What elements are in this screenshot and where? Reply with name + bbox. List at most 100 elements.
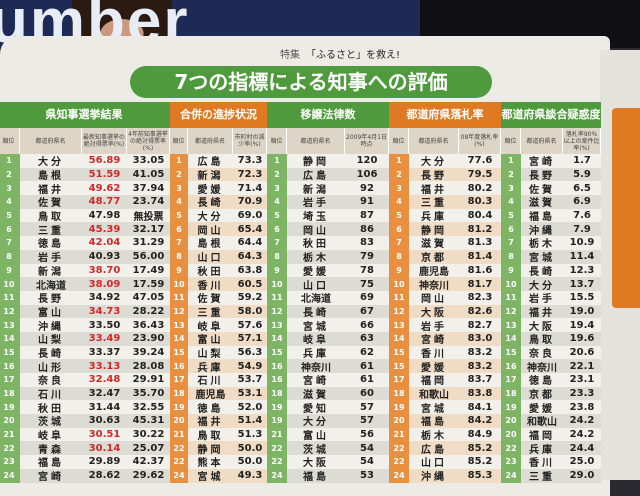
table-row: 20 福井 51.4 xyxy=(170,414,267,428)
value-cell: 56.3 xyxy=(237,346,263,358)
rank-cell: 16 xyxy=(267,359,287,373)
rank-cell: 6 xyxy=(0,222,20,237)
rank-cell: 14 xyxy=(501,331,521,346)
value-cell: 32.47 xyxy=(88,388,121,400)
rank-cell: 6 xyxy=(501,222,521,237)
rank-cell: 19 xyxy=(389,400,409,415)
prefecture-cell: 福島 xyxy=(421,417,447,429)
value-cell: 83.2 xyxy=(467,360,493,372)
value-cell: 19.0 xyxy=(569,305,595,317)
prefecture-cell: 静岡 xyxy=(421,225,447,237)
table-row: 3 福井 49.62 37.94 xyxy=(0,181,170,196)
table-row: 18 石川 32.47 35.70 xyxy=(0,386,170,401)
rank-cell: 11 xyxy=(0,290,20,305)
value-cell: 50.0 xyxy=(237,442,263,454)
rank-cell: 2 xyxy=(0,167,20,182)
rank-cell: 4 xyxy=(501,195,521,209)
prefecture-cell: 沖縄 xyxy=(529,225,555,237)
prefecture-cell: 大阪 xyxy=(529,321,555,333)
prefecture-cell: 秋田 xyxy=(303,239,329,251)
rank-cell: 2 xyxy=(267,167,287,182)
rank-cell: 21 xyxy=(0,427,20,442)
prefecture-cell: 宮崎 xyxy=(421,335,447,347)
rank-cell: 21 xyxy=(170,427,188,442)
rank-cell: 16 xyxy=(267,373,287,387)
table-row: 22 茨城 54 xyxy=(267,441,389,456)
prefecture-cell: 三重 xyxy=(197,307,224,319)
table-row: 12 大阪 82.6 xyxy=(389,304,501,319)
rank-cell: 22 xyxy=(501,441,521,456)
value-cell: 28.08 xyxy=(132,360,165,372)
table-row: 6 三重 45.39 32.17 xyxy=(0,222,170,237)
table-row: 17 石川 53.7 xyxy=(170,373,267,387)
rank-cell: 3 xyxy=(389,181,409,196)
rank-cell: 8 xyxy=(267,249,287,264)
rank-cell: 5 xyxy=(501,208,521,223)
rank-cell: 14 xyxy=(0,331,20,346)
rank-cell: 15 xyxy=(267,345,287,360)
prefecture-cell: 富山 xyxy=(197,335,224,347)
rank-cell: 7 xyxy=(0,236,20,250)
rank-cell: 8 xyxy=(501,249,521,264)
rank-cell: 13 xyxy=(0,318,20,332)
rank-cell: 3 xyxy=(267,181,287,196)
rank-cell: 3 xyxy=(0,181,20,196)
value-cell: 29.91 xyxy=(132,374,165,386)
prefecture-cell: 埼玉 xyxy=(303,212,329,224)
table-row: 17 奈良 32.48 29.91 xyxy=(0,373,170,387)
feature-kicker: 特集 「ふるさと」を救え! xyxy=(280,46,400,61)
value-cell: 83 xyxy=(360,237,374,249)
table-header: 都道府県談合疑惑度 xyxy=(501,102,601,128)
rank-cell: 1 xyxy=(0,154,20,168)
rank-cell: 24 xyxy=(0,468,20,483)
prefecture-cell: 沖縄 xyxy=(38,321,64,333)
prefecture-cell: 長野 xyxy=(529,171,555,183)
value-cell: 5.9 xyxy=(573,169,591,181)
table-header: 移譲法律数 xyxy=(267,102,389,128)
prefecture-cell: 岡山 xyxy=(421,294,447,306)
table-row: 13 沖縄 33.50 36.43 xyxy=(0,318,170,333)
table-row: 5 福島 7.6 xyxy=(501,208,601,223)
prefecture-cell: 宮城 xyxy=(197,472,224,484)
table-row: 4 滋賀 6.9 xyxy=(501,195,601,209)
value-cell: 57 xyxy=(360,415,374,427)
value-cell: 79.5 xyxy=(467,169,493,181)
column-header: 順位 xyxy=(0,128,20,154)
rank-cell: 22 xyxy=(170,441,188,456)
table-row: 13 宮城 66 xyxy=(267,318,389,333)
table-row: 22 熊本 50.0 xyxy=(170,455,267,469)
table-row: 21 岐阜 30.51 30.22 xyxy=(0,427,170,442)
prefecture-cell: 岩手 xyxy=(38,253,64,265)
value-cell: 51.3 xyxy=(237,429,263,441)
value-cell: 35.70 xyxy=(132,388,165,400)
prefecture-cell: 滋賀 xyxy=(529,198,555,210)
value-cell: 33.13 xyxy=(88,360,121,372)
prefecture-cell: 北海道 xyxy=(301,294,331,306)
prefecture-cell: 福井 xyxy=(421,184,447,196)
table-row: 22 青森 30.14 25.07 xyxy=(0,441,170,456)
prefecture-cell: 山形 xyxy=(38,362,64,374)
rank-cell: 18 xyxy=(267,386,287,401)
value-cell: 30.63 xyxy=(88,415,121,427)
value-cell: 81.7 xyxy=(467,278,493,290)
value-cell: 29.89 xyxy=(88,456,121,468)
table-row: 21 鳥取 51.3 xyxy=(170,427,267,442)
table-row: 18 和歌山 83.8 xyxy=(389,386,501,401)
column-header: 都道府県名 xyxy=(20,128,82,154)
rank-cell: 10 xyxy=(170,277,188,291)
column-headers: 順位 都道府県名 落札率90%以上の案件比率(%) xyxy=(501,128,601,154)
value-cell: 81.2 xyxy=(467,223,493,235)
value-cell: 53.1 xyxy=(237,388,263,400)
value-cell: 41.05 xyxy=(132,169,165,181)
prefecture-cell: 広島 xyxy=(303,171,329,183)
table-row: 14 山梨 33.49 23.90 xyxy=(0,331,170,346)
value-cell: 82.7 xyxy=(467,319,493,331)
value-cell: 45.39 xyxy=(88,223,121,235)
prefecture-cell: 福岡 xyxy=(529,431,555,443)
value-cell: 73.3 xyxy=(237,155,263,167)
rank-cell: 13 xyxy=(389,318,409,332)
ranking-table-1: 県知事選挙結果 順位 都道府県名 最新知事選挙の絶対得票率(%) 4年前知事選挙の絶対得… xyxy=(0,102,170,483)
value-cell: 33.50 xyxy=(88,319,121,331)
rank-cell: 7 xyxy=(501,236,521,250)
value-cell: 54 xyxy=(360,456,374,468)
